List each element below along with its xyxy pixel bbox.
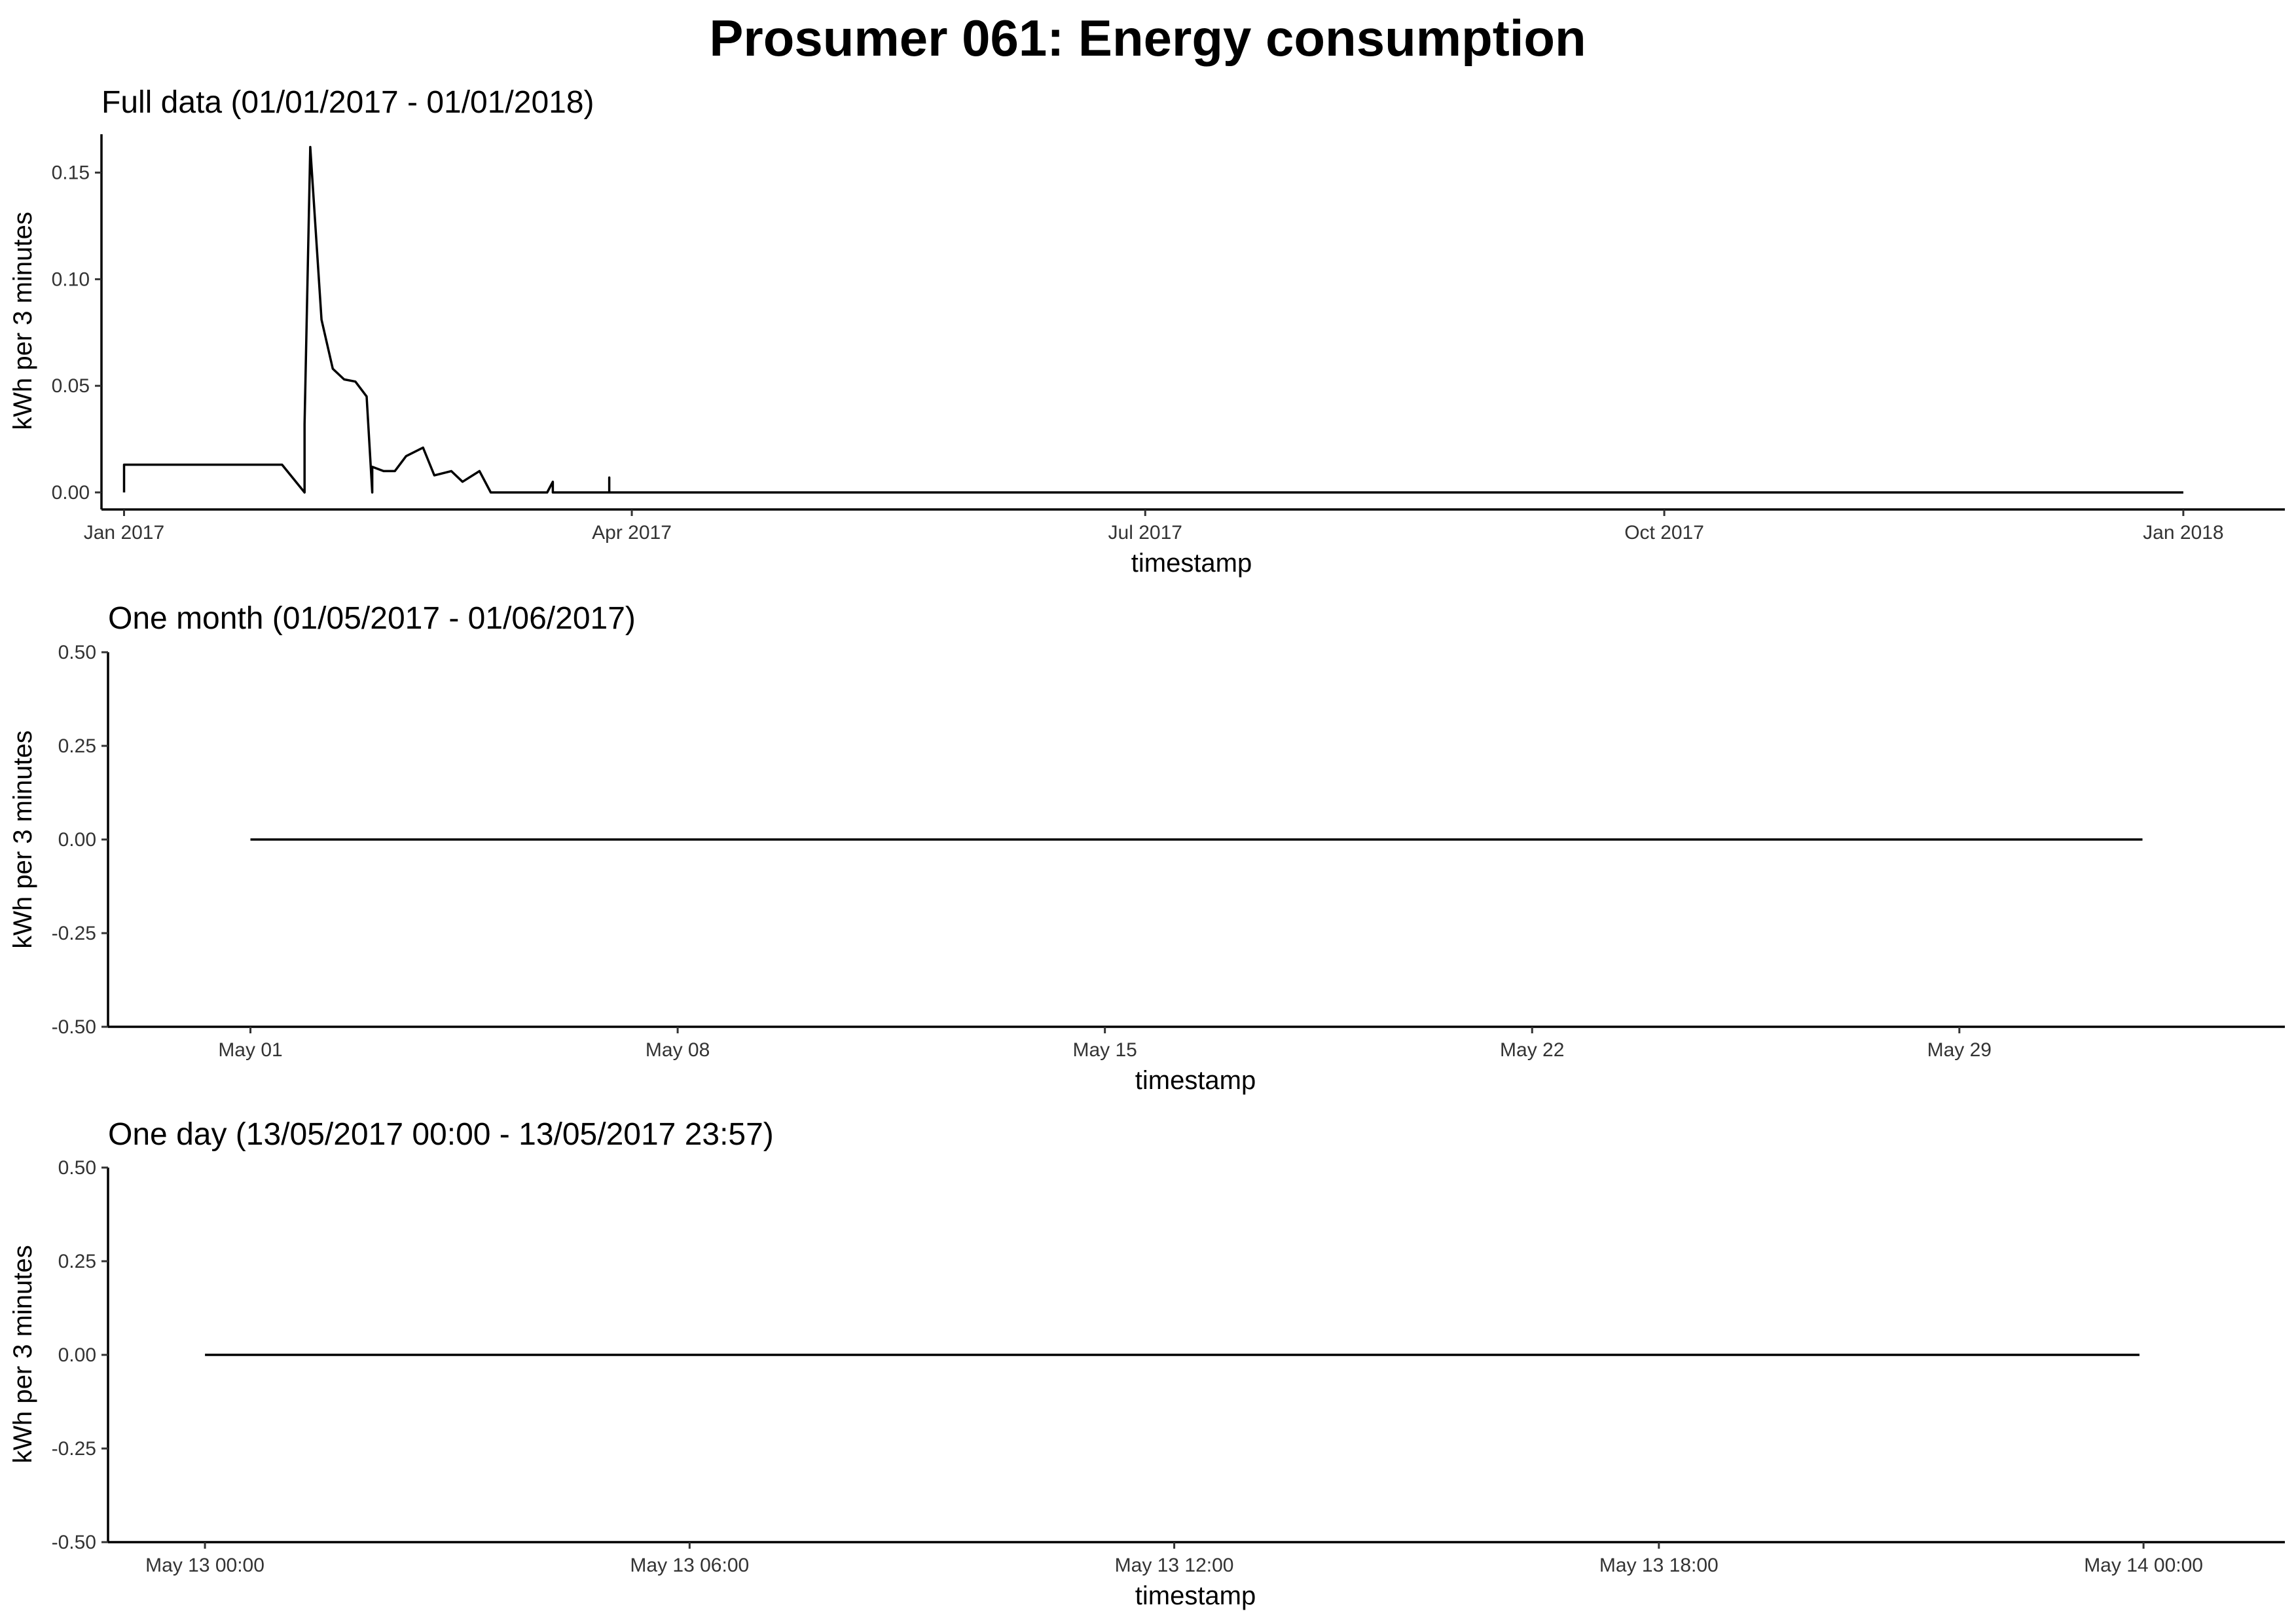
y-tick-label: -0.25 <box>52 1438 96 1460</box>
x-tick-label: May 08 <box>646 1039 710 1061</box>
y-tick-label: 0.50 <box>58 1157 96 1179</box>
y-axis-title: kWh per 3 minutes <box>9 1245 37 1463</box>
series-line <box>122 145 2183 494</box>
x-tick-label: May 15 <box>1072 1039 1137 1061</box>
x-tick-label: Jan 2017 <box>84 522 164 544</box>
x-tick-label: Jan 2018 <box>2143 522 2223 544</box>
y-tick-label: 0.25 <box>58 1251 96 1272</box>
x-axis-title: timestamp <box>1135 1581 1256 1610</box>
panel-full-data: Full data (01/01/2017 - 01/01/2018) time… <box>9 85 2285 578</box>
y-tick-label: -0.50 <box>52 1016 96 1038</box>
x-axis-title: timestamp <box>1131 549 1252 578</box>
figure-title: Prosumer 061: Energy consumption <box>709 9 1586 67</box>
y-tick-label: 0.00 <box>58 1344 96 1366</box>
panel-one-day: One day (13/05/2017 00:00 - 13/05/2017 2… <box>9 1117 2285 1610</box>
y-tick-label: 0.50 <box>58 642 96 663</box>
x-tick-label: Apr 2017 <box>592 522 672 544</box>
y-tick-label: 0.10 <box>52 268 90 290</box>
panel-title: One month (01/05/2017 - 01/06/2017) <box>108 601 636 636</box>
x-tick-label: Oct 2017 <box>1624 522 1704 544</box>
x-tick-label: May 13 18:00 <box>1599 1555 1719 1576</box>
x-tick-label: May 13 00:00 <box>145 1555 264 1576</box>
y-tick-label: 0.15 <box>52 162 90 184</box>
panel-title: One day (13/05/2017 00:00 - 13/05/2017 2… <box>108 1117 774 1152</box>
x-tick-label: May 13 06:00 <box>630 1555 749 1576</box>
y-tick-label: 0.25 <box>58 735 96 757</box>
y-tick-label: 0.00 <box>58 829 96 851</box>
y-axis-title: kWh per 3 minutes <box>9 730 37 948</box>
x-tick-label: May 01 <box>218 1039 282 1061</box>
x-tick-label: May 14 00:00 <box>2084 1555 2203 1576</box>
x-tick-label: May 22 <box>1500 1039 1564 1061</box>
x-tick-label: May 13 12:00 <box>1115 1555 1234 1576</box>
y-tick-label: 0.00 <box>52 482 90 504</box>
panel-title: Full data (01/01/2017 - 01/01/2018) <box>101 85 594 120</box>
y-tick-label: -0.25 <box>52 923 96 944</box>
y-tick-label: -0.50 <box>52 1532 96 1553</box>
x-tick-label: Jul 2017 <box>1108 522 1182 544</box>
x-axis-title: timestamp <box>1135 1066 1256 1095</box>
y-axis-title: kWh per 3 minutes <box>9 212 37 430</box>
panel-one-month: One month (01/05/2017 - 01/06/2017) time… <box>9 601 2285 1095</box>
y-tick-label: 0.05 <box>52 375 90 397</box>
x-tick-label: May 29 <box>1927 1039 1992 1061</box>
